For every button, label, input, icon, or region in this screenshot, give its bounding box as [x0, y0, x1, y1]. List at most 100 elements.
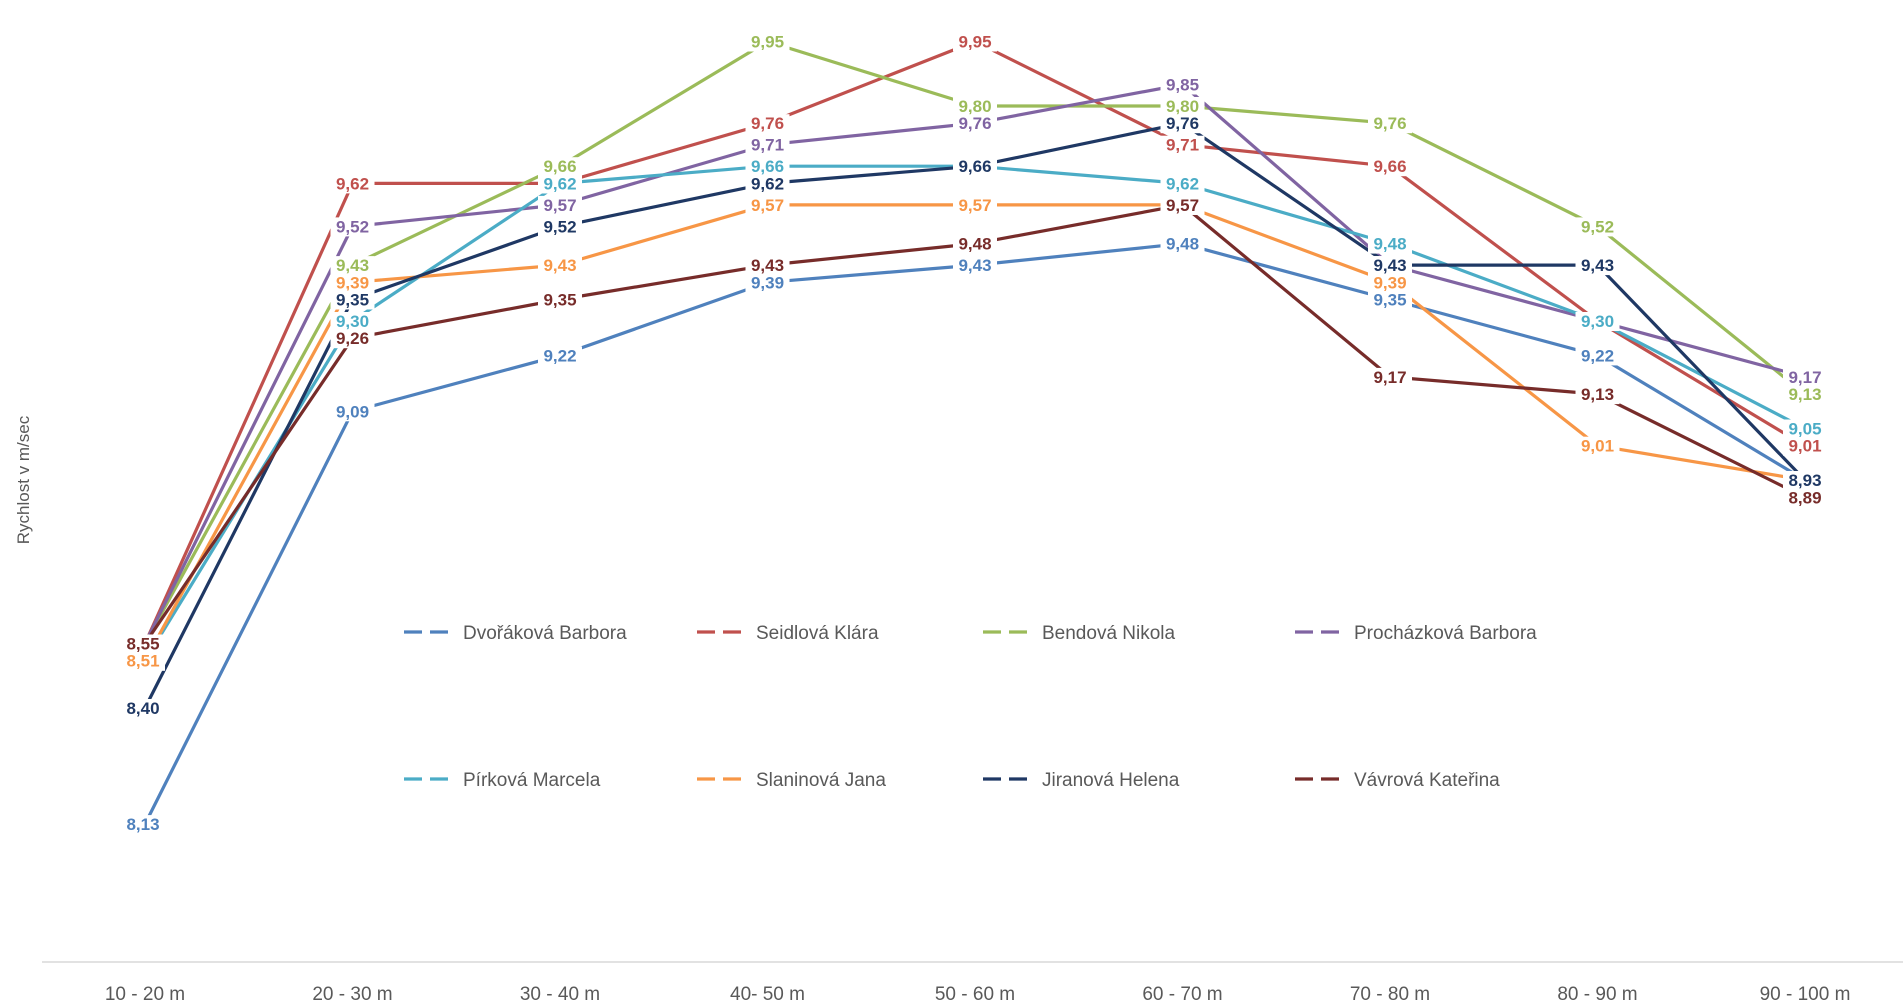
data-label-bg — [953, 32, 997, 52]
data-label-text: 9,01 — [1581, 437, 1614, 456]
legend-label: Jiranová Helena — [1042, 770, 1180, 791]
data-label-text: 9,22 — [543, 346, 576, 365]
data-label-bg — [1575, 312, 1620, 331]
data-label-text: 9,62 — [336, 174, 369, 193]
data-label-text: 9,39 — [1373, 273, 1406, 292]
data-label-bg — [538, 195, 582, 215]
data-label: 9,62 — [538, 174, 582, 194]
data-label: 9,35 — [330, 290, 375, 310]
data-label-bg — [745, 114, 790, 134]
data-label-text: 9,57 — [543, 196, 576, 215]
data-label: 9,35 — [538, 290, 582, 310]
data-label-text: 9,43 — [958, 256, 991, 275]
data-label-bg — [1160, 174, 1205, 194]
data-label-text: 9,57 — [751, 196, 784, 215]
data-label-bg — [953, 234, 997, 254]
data-label-bg — [330, 217, 375, 237]
data-label-bg — [745, 195, 790, 215]
data-label-text: 9,26 — [336, 329, 369, 348]
data-label-bg — [1368, 290, 1412, 310]
data-label: 9,43 — [330, 256, 375, 276]
data-label-bg — [1783, 367, 1827, 387]
legend-label: Seidlová Klára — [756, 623, 879, 644]
data-label: 9,57 — [745, 195, 790, 215]
data-label: 8,13 — [121, 815, 165, 835]
data-label-text: 9,85 — [1166, 76, 1199, 95]
data-label-bg — [330, 312, 375, 331]
legend-entry: Jiranová Helena — [983, 770, 1180, 791]
data-label-text: 9,62 — [543, 174, 576, 193]
data-label: 9,01 — [1783, 436, 1827, 456]
data-label: 9,35 — [1368, 290, 1412, 310]
legend-label: Vávrová Kateřina — [1354, 770, 1500, 791]
data-label: 8,51 — [121, 651, 165, 671]
data-label-text: 8,89 — [1788, 488, 1821, 507]
data-label-text: 9,80 — [1166, 97, 1199, 116]
data-label-bg — [1783, 419, 1827, 439]
data-label: 8,93 — [1783, 471, 1827, 491]
data-label: 9,52 — [330, 217, 375, 237]
data-label: 9,52 — [1575, 217, 1620, 237]
data-label: 9,22 — [1575, 346, 1620, 366]
data-label-text: 9,95 — [958, 33, 991, 52]
data-label-bg — [953, 114, 997, 134]
data-label-text: 9,39 — [336, 273, 369, 292]
data-label: 8,40 — [121, 699, 165, 718]
data-label-bg — [953, 256, 997, 276]
data-label-bg — [1160, 114, 1205, 134]
data-label: 9,52 — [538, 217, 582, 237]
data-label-text: 9,39 — [751, 273, 784, 292]
data-label: 9,66 — [538, 157, 582, 177]
data-label-text: 9,66 — [543, 157, 576, 176]
data-label-bg — [1160, 75, 1205, 95]
data-label-text: 9,35 — [336, 291, 369, 310]
data-label-text: 9,57 — [1166, 196, 1199, 215]
data-label-text: 9,22 — [1581, 346, 1614, 365]
data-label-bg — [1575, 436, 1620, 456]
data-label-bg — [745, 174, 790, 194]
data-label-bg — [330, 402, 375, 422]
data-label-text: 9,80 — [958, 97, 991, 116]
data-label-text: 8,40 — [126, 699, 159, 718]
data-label: 9,76 — [953, 114, 997, 134]
data-label-text: 9,76 — [1373, 114, 1406, 133]
data-label-bg — [1575, 346, 1620, 366]
data-label-text: 9,01 — [1788, 437, 1821, 456]
data-label-bg — [745, 157, 790, 177]
data-label-layer: 8,139,099,229,399,439,489,359,228,938,55… — [121, 32, 1827, 835]
data-label: 9,43 — [953, 256, 997, 276]
data-label-text: 9,76 — [1166, 114, 1199, 133]
data-label-text: 9,52 — [336, 217, 369, 236]
data-label-bg — [538, 157, 582, 177]
data-label: 9,57 — [953, 195, 997, 215]
data-label-text: 9,43 — [1373, 256, 1406, 275]
data-label: 9,48 — [1368, 234, 1412, 254]
x-tick-label: 80 - 90 m — [1557, 984, 1637, 1005]
legend-entry: Seidlová Klára — [697, 623, 879, 644]
data-label-text: 9,13 — [1581, 385, 1614, 404]
data-label-bg — [1575, 217, 1620, 237]
data-label: 9,85 — [1160, 75, 1205, 95]
data-label-text: 8,51 — [126, 652, 159, 671]
data-label-text: 9,35 — [543, 291, 576, 310]
x-tick-label: 30 - 40 m — [520, 984, 600, 1005]
legend-label: Procházková Barbora — [1354, 623, 1537, 644]
data-label-bg — [953, 195, 997, 215]
data-label: 9,57 — [538, 195, 582, 215]
data-label-bg — [1160, 135, 1205, 155]
legend-entry: Vávrová Kateřina — [1295, 770, 1500, 791]
data-label: 9,17 — [1368, 367, 1412, 387]
legend-entry: Slaninová Jana — [697, 770, 886, 791]
x-axis-ticks: 10 - 20 m 20 - 30 m 30 - 40 m 40- 50 m 50 - … — [105, 984, 1851, 1005]
data-label-text: 9,43 — [1581, 256, 1614, 275]
data-label-bg — [1783, 488, 1827, 508]
data-label-text: 9,71 — [751, 136, 784, 155]
data-label-text: 9,35 — [1373, 291, 1406, 310]
data-label-bg — [745, 32, 790, 52]
legend-entry: Dvořáková Barbora — [404, 623, 627, 644]
data-label: 9,48 — [1160, 234, 1205, 254]
data-label-text: 9,66 — [958, 157, 991, 176]
data-label-bg — [1783, 471, 1827, 491]
data-label-text: 9,66 — [751, 157, 784, 176]
